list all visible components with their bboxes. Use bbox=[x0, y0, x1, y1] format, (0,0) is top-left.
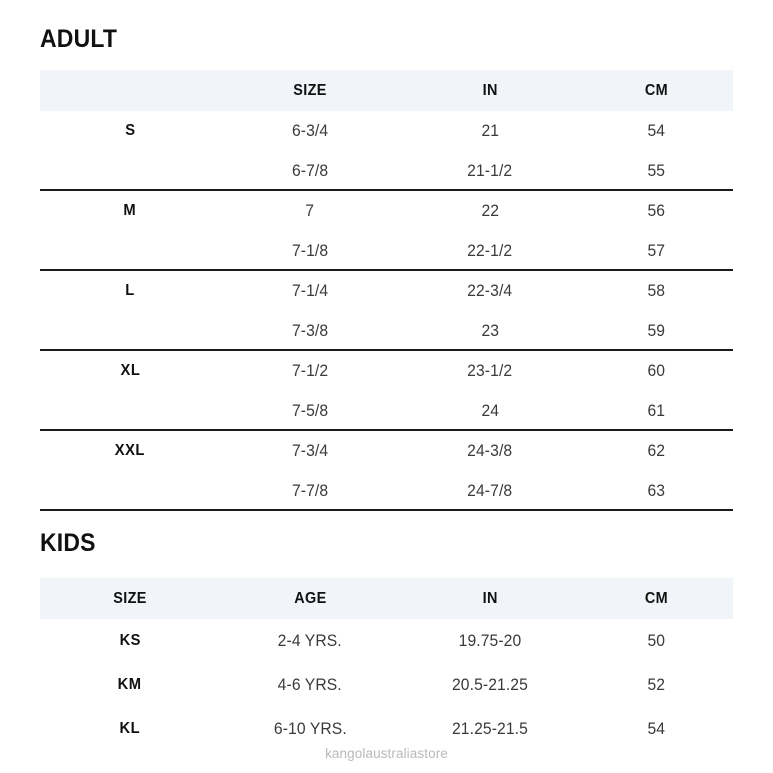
table-row: KS 2-4 YRS. 19.75-20 50 bbox=[40, 619, 733, 663]
adult-size-label-empty bbox=[40, 391, 220, 431]
adult-size-label-l: L bbox=[125, 282, 135, 299]
table-row: M 7 22 56 bbox=[40, 191, 733, 231]
adult-header-in: IN bbox=[482, 81, 498, 99]
kids-size-label-kl: KL bbox=[119, 720, 141, 737]
adult-cell-size: 7-1/4 bbox=[291, 281, 329, 300]
adult-cell-size: 7-1/8 bbox=[291, 241, 329, 260]
kids-size-label-ks: KS bbox=[119, 632, 141, 649]
kids-header-age: AGE bbox=[293, 589, 327, 607]
adult-cell-cm: 56 bbox=[647, 201, 666, 220]
kids-size-label-km: KM bbox=[118, 676, 142, 693]
table-row: 6-7/8 21-1/2 55 bbox=[40, 151, 733, 191]
adult-cell-in: 24-7/8 bbox=[467, 481, 513, 500]
adult-size-label-xl: XL bbox=[120, 362, 140, 379]
adult-cell-cm: 62 bbox=[647, 441, 666, 460]
adult-header-blank bbox=[40, 70, 220, 111]
table-row: 7-5/8 24 61 bbox=[40, 391, 733, 431]
kids-cell-age: 4-6 YRS. bbox=[277, 675, 343, 694]
adult-header-size: SIZE bbox=[293, 81, 327, 99]
table-row: 7-3/8 23 59 bbox=[40, 311, 733, 351]
adult-cell-in: 23 bbox=[481, 321, 499, 340]
kids-section-title: KIDS bbox=[40, 529, 96, 557]
kids-cell-cm: 52 bbox=[647, 675, 666, 694]
adult-cell-in: 24-3/8 bbox=[467, 441, 513, 460]
adult-cell-cm: 57 bbox=[647, 241, 666, 260]
kids-size-table: SIZE AGE IN CM KS 2-4 YRS. bbox=[40, 578, 733, 751]
adult-cell-size: 6-3/4 bbox=[291, 121, 329, 140]
kids-cell-in: 21.25-21.5 bbox=[452, 719, 528, 738]
adult-cell-in: 22-3/4 bbox=[467, 281, 513, 300]
kids-cell-cm: 50 bbox=[647, 631, 666, 650]
site-watermark: kangolaustraliastore bbox=[325, 746, 448, 761]
adult-size-table: SIZE IN CM S 6-3/4 bbox=[40, 70, 733, 511]
table-row: 7-1/8 22-1/2 57 bbox=[40, 231, 733, 271]
adult-size-group-m: M 7 22 56 7-1/8 bbox=[40, 191, 733, 271]
kids-header-size: SIZE bbox=[113, 589, 147, 607]
adult-cell-cm: 59 bbox=[647, 321, 666, 340]
adult-cell-size: 6-7/8 bbox=[291, 161, 329, 180]
table-row: L 7-1/4 22-3/4 58 bbox=[40, 271, 733, 311]
adult-cell-cm: 60 bbox=[647, 361, 666, 380]
adult-cell-in: 24 bbox=[481, 401, 499, 420]
adult-cell-cm: 58 bbox=[647, 281, 666, 300]
adult-size-group-s: S 6-3/4 21 54 6-7/8 bbox=[40, 111, 733, 191]
adult-cell-in: 22 bbox=[481, 201, 499, 220]
adult-size-label-m: M bbox=[123, 202, 137, 219]
adult-cell-size: 7-7/8 bbox=[291, 481, 329, 500]
table-row: 7-7/8 24-7/8 63 bbox=[40, 471, 733, 511]
table-row: KM 4-6 YRS. 20.5-21.25 52 bbox=[40, 663, 733, 707]
adult-cell-in: 21 bbox=[481, 121, 499, 140]
kids-cell-in: 20.5-21.25 bbox=[452, 675, 528, 694]
adult-cell-cm: 55 bbox=[647, 161, 666, 180]
table-row: S 6-3/4 21 54 bbox=[40, 111, 733, 151]
adult-cell-in: 23-1/2 bbox=[467, 361, 513, 380]
adult-size-label-empty bbox=[40, 231, 220, 271]
kids-header-cm: CM bbox=[644, 589, 669, 607]
adult-table-header-row: SIZE IN CM bbox=[40, 70, 733, 111]
adult-cell-size: 7-5/8 bbox=[291, 401, 329, 420]
kids-cell-cm: 54 bbox=[647, 719, 666, 738]
adult-size-group-l: L 7-1/4 22-3/4 58 7-3 bbox=[40, 271, 733, 351]
adult-size-label-empty bbox=[40, 471, 220, 511]
adult-size-label-empty bbox=[40, 311, 220, 351]
kids-cell-age: 2-4 YRS. bbox=[277, 631, 343, 650]
table-row: XXL 7-3/4 24-3/8 62 bbox=[40, 431, 733, 471]
adult-cell-in: 22-1/2 bbox=[467, 241, 513, 260]
adult-cell-size: 7-1/2 bbox=[291, 361, 329, 380]
adult-cell-size: 7 bbox=[305, 201, 315, 220]
adult-cell-cm: 61 bbox=[647, 401, 666, 420]
adult-cell-cm: 54 bbox=[647, 121, 666, 140]
adult-header-cm: CM bbox=[644, 81, 669, 99]
adult-size-label-s: S bbox=[124, 122, 136, 139]
table-row: XL 7-1/2 23-1/2 60 bbox=[40, 351, 733, 391]
adult-size-group-xxl: XXL 7-3/4 24-3/8 62 7 bbox=[40, 431, 733, 511]
adult-cell-size: 7-3/4 bbox=[291, 441, 329, 460]
adult-cell-in: 21-1/2 bbox=[467, 161, 513, 180]
kids-cell-in: 19.75-20 bbox=[458, 631, 522, 650]
adult-section-title: ADULT bbox=[40, 25, 118, 53]
adult-size-group-xl: XL 7-1/2 23-1/2 60 7- bbox=[40, 351, 733, 431]
table-row: KL 6-10 YRS. 21.25-21.5 54 bbox=[40, 707, 733, 751]
adult-size-label-xxl: XXL bbox=[114, 442, 146, 459]
kids-header-in: IN bbox=[482, 589, 498, 607]
kids-table-header-row: SIZE AGE IN CM bbox=[40, 578, 733, 619]
adult-size-label-empty bbox=[40, 151, 220, 191]
adult-cell-size: 7-3/8 bbox=[291, 321, 329, 340]
adult-cell-cm: 63 bbox=[647, 481, 666, 500]
kids-cell-age: 6-10 YRS. bbox=[273, 719, 347, 738]
